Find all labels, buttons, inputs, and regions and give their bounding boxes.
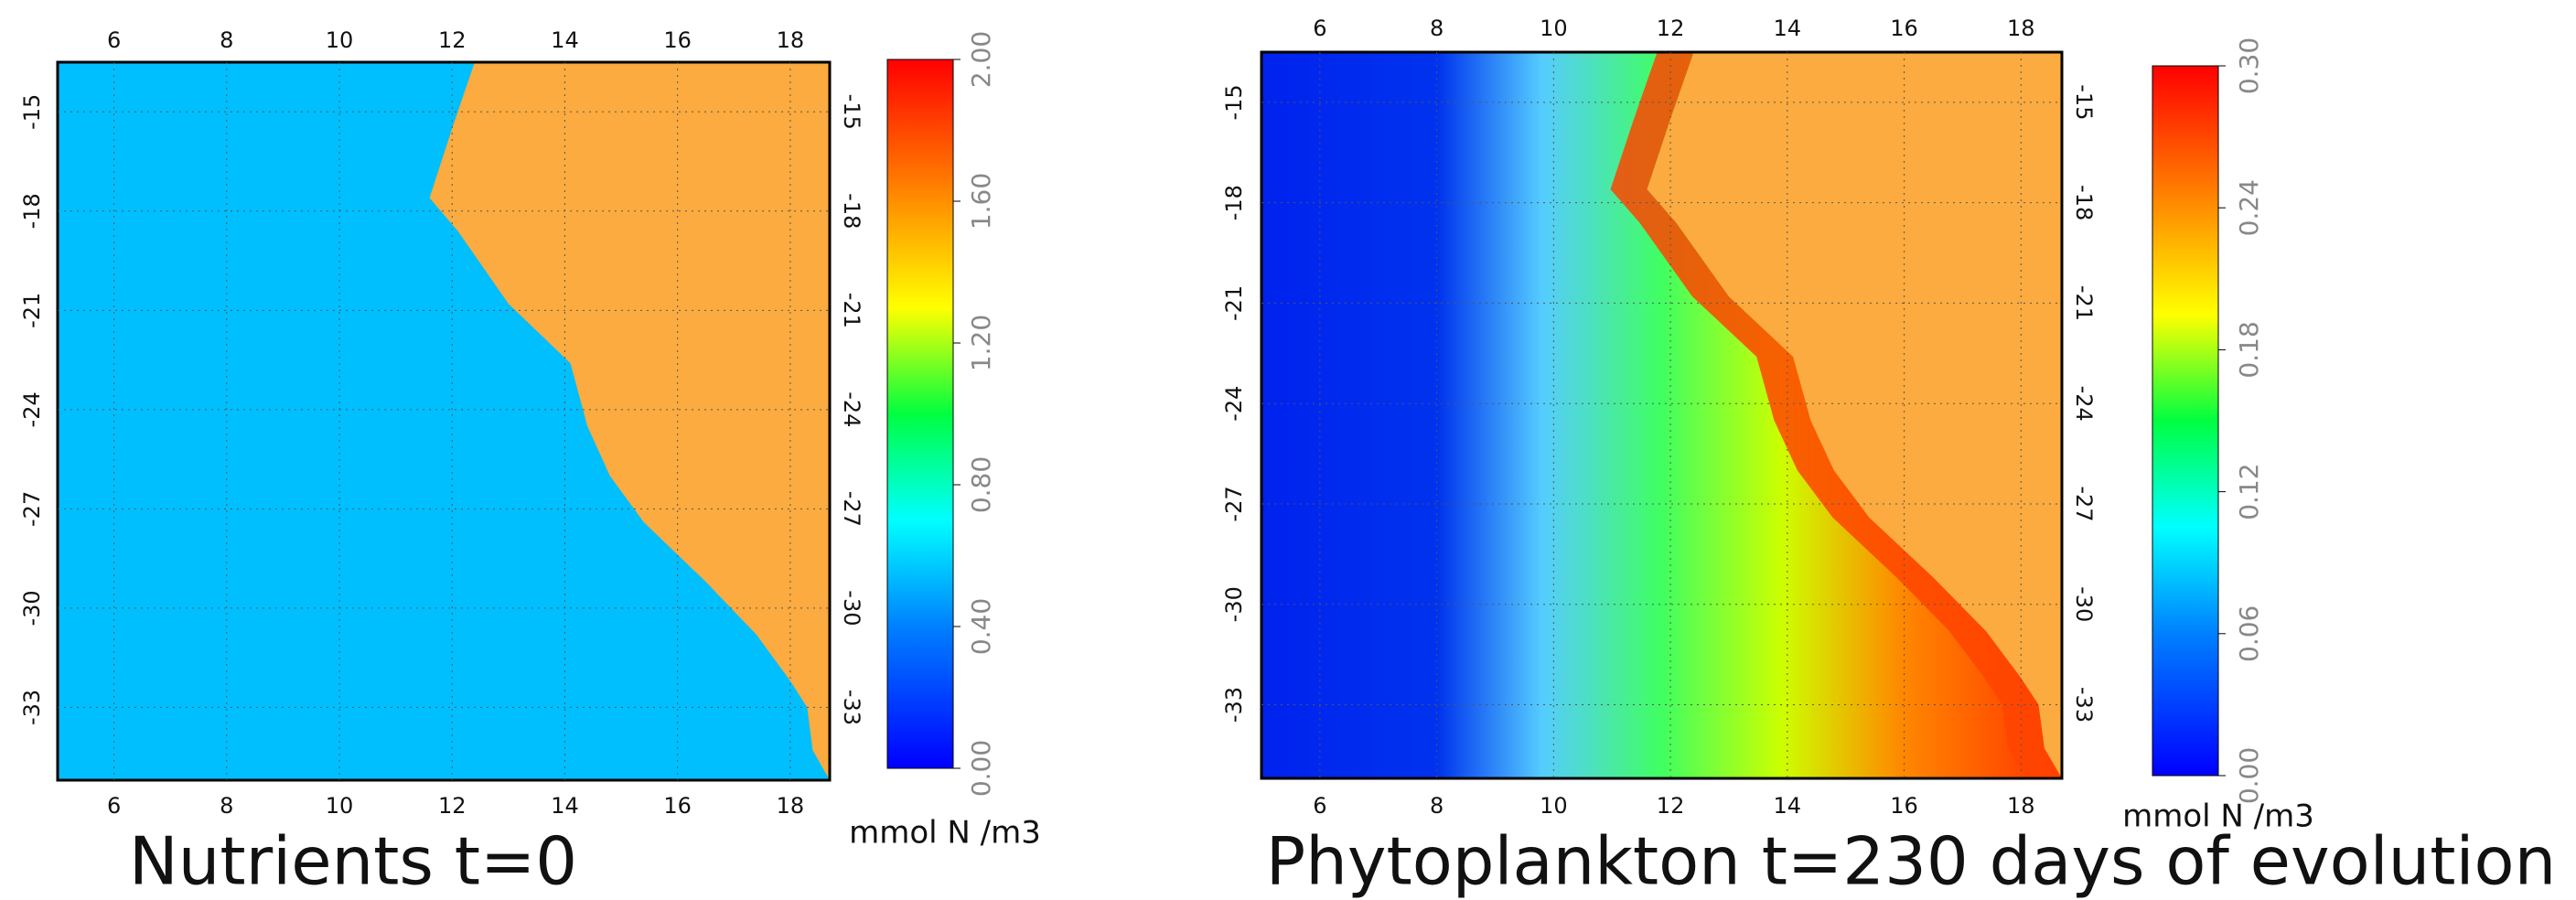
y-tick-label: -27: [839, 491, 864, 527]
colorbar-tick-label: 0.00: [966, 740, 996, 797]
colorbar-tick-label: 0.18: [2234, 321, 2264, 378]
x-tick-label: 18: [2007, 16, 2035, 41]
y-tick-label: -27: [1221, 486, 1247, 521]
x-tick-label: 16: [1890, 16, 1918, 41]
colorbar-label: mmol N /m3: [2122, 798, 2314, 835]
colorbar-tick-label: 0.80: [966, 456, 996, 513]
y-tick-label: -15: [839, 94, 864, 130]
y-tick-label: -33: [1221, 687, 1247, 723]
x-tick-label: 6: [107, 793, 121, 819]
x-tick-label: 12: [1657, 16, 1685, 41]
x-tick-label: 10: [1540, 16, 1568, 41]
colorbar: [2152, 65, 2219, 777]
x-tick-label: 14: [551, 27, 579, 53]
x-tick-label: 10: [1540, 793, 1568, 819]
x-tick-label: 10: [326, 793, 354, 819]
x-tick-label: 12: [1657, 793, 1685, 819]
x-tick-label: 18: [2007, 793, 2035, 819]
y-tick-label: -24: [839, 391, 864, 427]
colorbar-tick-label: 0.06: [2234, 605, 2264, 662]
colorbar-tick-label: 0.40: [966, 598, 996, 655]
y-tick-label: -30: [1221, 586, 1247, 622]
y-tick-label: -24: [1221, 386, 1247, 422]
y-tick-label: -27: [19, 491, 45, 527]
colorbar-tick-label: 0.00: [2234, 747, 2264, 804]
colorbar-tick-label: 2.00: [966, 31, 996, 88]
frame: [56, 60, 832, 782]
land: [429, 62, 830, 780]
x-tick-label: 16: [663, 793, 692, 819]
y-tick-label: -18: [19, 193, 45, 229]
x-tick-label: 6: [1313, 16, 1326, 41]
x-tick-label: 12: [438, 793, 467, 819]
land: [1647, 52, 2062, 778]
x-tick-label: 8: [220, 793, 233, 819]
x-tick-label: 16: [1890, 793, 1918, 819]
y-tick-label: -30: [2071, 586, 2097, 622]
y-tick-label: -18: [1221, 185, 1247, 220]
colorbar-tick-label: 0.24: [2234, 179, 2264, 236]
y-tick-label: -21: [839, 293, 864, 328]
x-tick-label: 18: [777, 27, 805, 53]
colorbar: [886, 59, 954, 769]
y-tick-label: -24: [2071, 386, 2097, 422]
y-tick-label: -21: [19, 293, 45, 328]
frame: [1260, 50, 2064, 780]
x-tick-label: 8: [1430, 16, 1444, 41]
coastal-bloom: [1610, 52, 2062, 778]
colorbar-tick-label: 0.30: [2234, 38, 2264, 94]
y-tick-label: -33: [839, 690, 864, 725]
y-tick-label: -18: [2071, 185, 2097, 220]
y-tick-label: -27: [2071, 486, 2097, 521]
y-tick-label: -33: [2071, 687, 2097, 723]
x-tick-label: 6: [1313, 793, 1326, 819]
x-tick-label: 18: [777, 793, 805, 819]
chart-title: Nutrients t=0: [129, 823, 577, 900]
y-tick-label: -24: [19, 391, 45, 427]
x-tick-label: 10: [326, 27, 354, 53]
y-tick-label: -30: [839, 590, 864, 626]
y-tick-label: -33: [19, 690, 45, 725]
y-tick-label: -15: [1221, 84, 1247, 120]
chart-title: Phytoplankton t=230 days of evolution: [1266, 823, 2556, 900]
x-tick-label: 14: [1774, 793, 1802, 819]
x-tick-label: 8: [1430, 793, 1444, 819]
x-tick-label: 14: [551, 793, 579, 819]
colorbar-tick-label: 1.60: [966, 173, 996, 230]
x-tick-label: 6: [107, 27, 121, 53]
y-tick-label: -21: [1221, 285, 1247, 321]
x-tick-label: 8: [220, 27, 233, 53]
y-tick-label: -15: [19, 94, 45, 130]
y-tick-label: -30: [19, 590, 45, 626]
colorbar-tick-label: 0.12: [2234, 463, 2264, 520]
y-tick-label: -21: [2071, 285, 2097, 321]
colorbar-label: mmol N /m3: [849, 815, 1041, 852]
y-tick-label: -18: [839, 193, 864, 229]
y-tick-label: -15: [2071, 84, 2097, 120]
x-tick-label: 14: [1774, 16, 1802, 41]
colorbar-tick-label: 1.20: [966, 315, 996, 371]
x-tick-label: 12: [438, 27, 467, 53]
x-tick-label: 16: [663, 27, 692, 53]
